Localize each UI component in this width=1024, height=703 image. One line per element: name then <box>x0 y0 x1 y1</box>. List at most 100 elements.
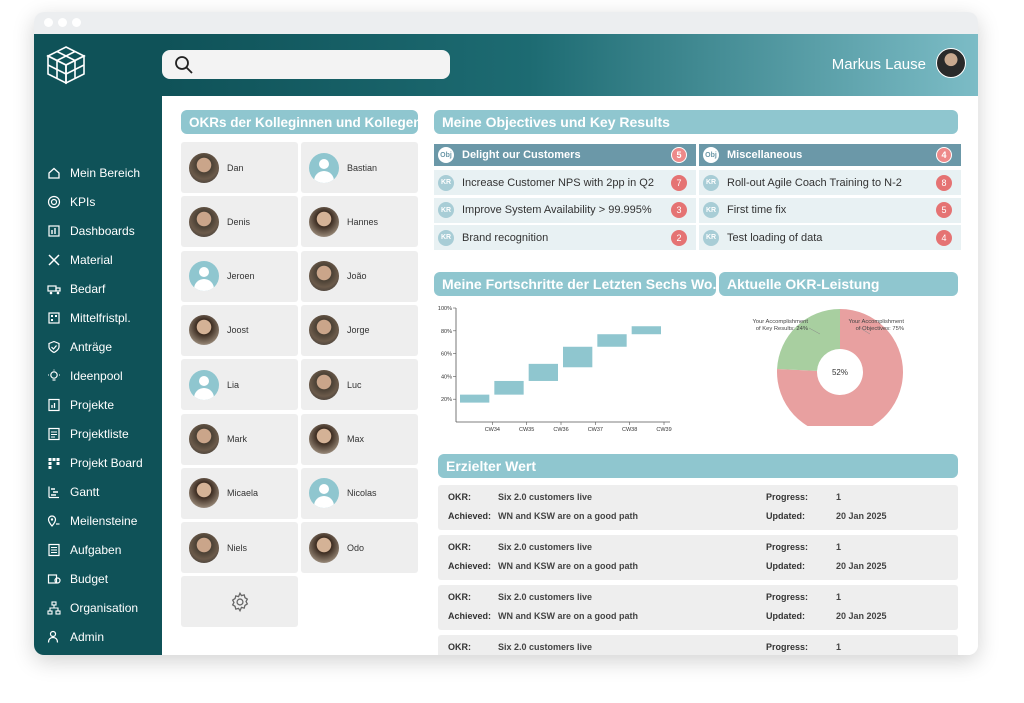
count-badge: 5 <box>671 147 687 163</box>
bar <box>528 363 558 381</box>
sidebar-item-gantt[interactable]: Gantt <box>34 481 162 503</box>
progress-chart: 20% 40% 60% 80% 100% CW34 CW35 CW36 CW37 CW38 CW39 <box>438 306 672 433</box>
sidebar-item-label: Meilensteine <box>70 514 138 528</box>
okr-label: OKR: <box>448 592 471 602</box>
colleague-card[interactable]: Jeroen <box>181 250 298 302</box>
key-result-row[interactable]: KR Brand recognition 2 <box>434 225 696 250</box>
avatar <box>189 206 219 237</box>
achievement-card[interactable]: OKR:Six 2.0 customers liveProgress:1Achi… <box>438 635 958 655</box>
settings-button[interactable] <box>181 576 298 627</box>
sidebar-item-label: KPIs <box>70 195 96 209</box>
colleague-card[interactable]: Luc <box>301 359 418 411</box>
key-result-row[interactable]: KR Test loading of data 4 <box>699 225 961 250</box>
key-result-row[interactable]: KR Increase Customer NPS with 2pp in Q2 7 <box>434 170 696 195</box>
sidebar-item-label: Anträge <box>70 340 113 354</box>
count-badge: 8 <box>936 174 952 191</box>
colleague-card[interactable]: Jorge <box>301 304 418 356</box>
x-tick-label: CW34 <box>485 427 500 433</box>
sidebar-item-mein-bereich[interactable]: Mein Bereich <box>34 162 162 184</box>
logo-icon[interactable] <box>42 44 90 86</box>
avatar <box>309 424 339 454</box>
sidebar-item-material[interactable]: Material <box>34 249 162 271</box>
building-icon <box>47 311 61 325</box>
search-icon <box>175 56 193 74</box>
window-dot[interactable] <box>72 18 81 27</box>
leader-line <box>808 327 821 335</box>
updated-value: 20 Jan 2025 <box>836 611 887 621</box>
sidebar-item-projekt-board[interactable]: Projekt Board <box>34 452 162 474</box>
key-result-badge-icon: KR <box>703 174 719 191</box>
objective-header[interactable]: Obj Delight our Customers 5 <box>434 144 696 166</box>
colleague-name: Nicolas <box>347 488 377 499</box>
colleague-card[interactable]: Dan <box>181 142 298 193</box>
sidebar-item-label: Projekte <box>70 398 115 412</box>
avatar <box>309 478 339 509</box>
y-tick-label: 60% <box>441 352 452 358</box>
home-icon <box>47 166 61 180</box>
colleague-card[interactable]: Max <box>301 413 418 465</box>
list-doc-icon <box>47 427 61 441</box>
sidebar: Mein Bereich KPIs Dashboards Material Bedarf… <box>34 34 162 655</box>
colleague-name: Mark <box>227 434 247 444</box>
donut-center <box>825 357 855 387</box>
sidebar-item-label: Aufgaben <box>70 543 122 557</box>
progress-label: Progress: <box>766 492 809 502</box>
sidebar-item-bedarf[interactable]: Bedarf <box>34 278 162 300</box>
sidebar-item-projektliste[interactable]: Projektliste <box>34 423 162 445</box>
bar <box>494 380 524 395</box>
avatar <box>309 261 339 292</box>
colleague-card[interactable]: Odo <box>301 522 418 574</box>
user-gear-icon <box>47 630 61 644</box>
sidebar-item-mittelfristpl[interactable]: Mittelfristpl. <box>34 307 162 329</box>
colleague-card[interactable]: Joost <box>181 304 298 356</box>
key-result-label: Improve System Availability > 99.995% <box>462 204 652 216</box>
search-input[interactable] <box>162 50 450 79</box>
colleague-card[interactable]: Nicolas <box>301 467 418 519</box>
colleague-card[interactable]: Micaela <box>181 467 298 519</box>
objective-badge-icon: Obj <box>703 147 719 163</box>
sidebar-item-ideenpool[interactable]: Ideenpool <box>34 365 162 387</box>
sidebar-item-kpis[interactable]: KPIs <box>34 191 162 213</box>
key-result-row[interactable]: KR Improve System Availability > 99.995% 3 <box>434 197 696 223</box>
sidebar-item-projekte[interactable]: Projekte <box>34 394 162 416</box>
colleague-card[interactable]: Mark <box>181 413 298 465</box>
colleague-card[interactable]: Bastian <box>301 142 418 193</box>
sidebar-item-organisation[interactable]: Organisation <box>34 597 162 619</box>
window-dot[interactable] <box>44 18 53 27</box>
sidebar-item-aufgaben[interactable]: Aufgaben <box>34 539 162 561</box>
sidebar-item-budget[interactable]: Budget <box>34 568 162 590</box>
sidebar-item-meilensteine[interactable]: Meilensteine <box>34 510 162 532</box>
user-name[interactable]: Markus Lause <box>831 56 926 73</box>
main-content: OKRs der Kolleginnen und Kollegen Dan Bas… <box>162 96 978 655</box>
colleague-card[interactable]: João <box>301 250 418 302</box>
key-result-row[interactable]: KR Roll-out Agile Coach Training to N-2 8 <box>699 170 961 195</box>
progress-label: Progress: <box>766 642 809 652</box>
colleague-card[interactable]: Hannes <box>301 196 418 248</box>
sidebar-item-dashboards[interactable]: Dashboards <box>34 220 162 242</box>
avatar[interactable] <box>936 48 966 78</box>
key-result-row[interactable]: KR First time fix 5 <box>699 197 961 223</box>
colleague-card[interactable]: Niels <box>181 522 298 574</box>
count-badge: 3 <box>671 202 687 218</box>
avatar <box>189 261 219 292</box>
colleague-card[interactable]: Denis <box>181 196 298 248</box>
sidebar-item-label: Projektliste <box>70 427 129 441</box>
key-result-label: Test loading of data <box>727 231 823 244</box>
count-badge: 5 <box>936 202 952 218</box>
window-dot[interactable] <box>58 18 67 27</box>
objective-header[interactable]: Obj Miscellaneous 4 <box>699 144 961 166</box>
colleague-name: Bastian <box>347 162 378 173</box>
avatar <box>309 152 339 183</box>
sidebar-item-admin[interactable]: Admin <box>34 626 162 648</box>
sidebar-item-label: Gantt <box>70 485 100 499</box>
colleague-card[interactable]: Lia <box>181 359 298 411</box>
achieved-value: WN and KSW are on a good path <box>498 511 638 521</box>
achieved-label: Achieved: <box>448 611 492 621</box>
sidebar-item-anträge[interactable]: Anträge <box>34 336 162 358</box>
objective-name: Delight our Customers <box>462 149 581 161</box>
colleague-name: Jorge <box>347 325 370 336</box>
